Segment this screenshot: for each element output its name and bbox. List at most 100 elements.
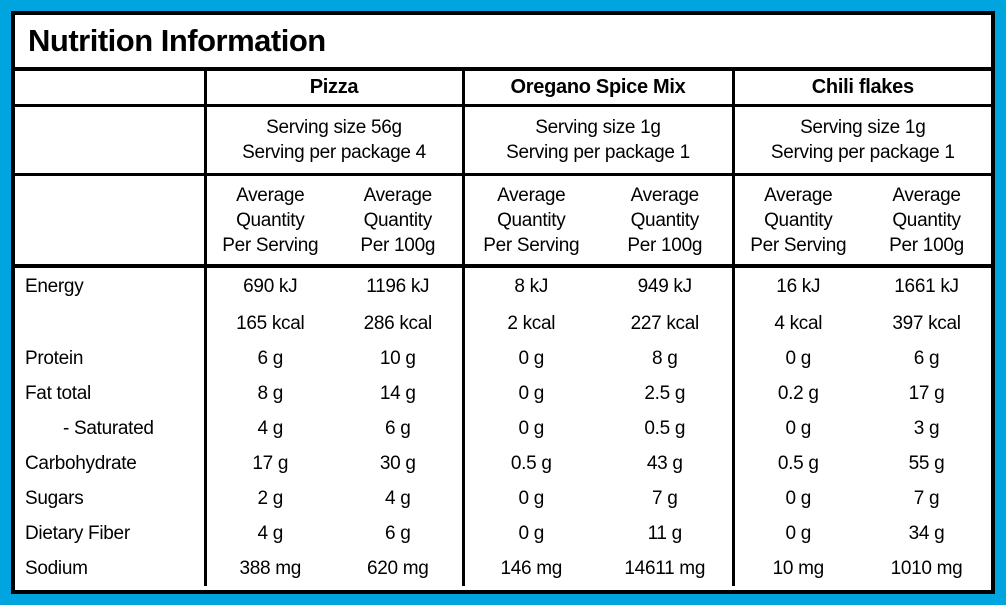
serving-info-oregano: Serving size 1g Serving per package 1 <box>463 105 735 176</box>
value-cell: 16 kJ <box>776 276 821 297</box>
value-cell: 10 g <box>334 341 465 376</box>
value-cell: 227 kcal <box>598 306 735 341</box>
subheader-line: Per 100g <box>360 234 436 256</box>
serving-per-package: Serving per package 1 <box>770 142 955 163</box>
value-cell: 4 kcal <box>774 312 823 334</box>
value-cell: 6 g <box>257 347 283 369</box>
serving-per-package: Serving per package 1 <box>506 142 690 163</box>
value-cell: 6 g <box>334 516 465 551</box>
value-cell: 0 g <box>785 417 812 439</box>
value-cell: 14611 mg <box>598 551 735 586</box>
value-cell: 17 g <box>252 452 289 474</box>
nutrition-table: Pizza Oregano Spice Mix Chili flakes Ser… <box>15 71 991 586</box>
subheader-pizza-per-100g: Average Quantity Per 100g <box>334 174 465 268</box>
value-cell: 0 g <box>785 522 812 544</box>
value-cell: 165 kcal <box>236 312 305 334</box>
value-cell: 4 g <box>257 522 283 544</box>
value-cell: 7 g <box>913 487 940 509</box>
serving-info-pizza: Serving size 56g Serving per package 4 <box>205 105 465 176</box>
table-row-carbohydrate: Carbohydrate 17 g 30 g 0.5 g 43 g 0.5 g … <box>15 446 991 481</box>
subheader-line: Quantity <box>892 209 961 231</box>
empty-cell <box>15 174 207 268</box>
value-cell: 6 g <box>913 347 940 369</box>
value-cell: 0 g <box>518 487 544 509</box>
value-cell: 1661 kJ <box>894 276 959 297</box>
subheader-line: Quantity <box>497 209 566 231</box>
value-cell: 4 g <box>257 417 283 439</box>
table-row-energy-kcal: 165 kcal 286 kcal 2 kcal 227 kcal 4 kcal… <box>15 306 991 341</box>
value-cell: 7 g <box>598 481 735 516</box>
nutrient-label: Fat total <box>15 376 207 411</box>
value-cell: 14 g <box>334 376 465 411</box>
serving-size: Serving size 1g <box>800 117 926 138</box>
quantity-subheader-row: Average Quantity Per Serving Average Qua… <box>15 174 991 268</box>
value-cell: 3 g <box>913 417 940 439</box>
subheader-line: Quantity <box>764 209 833 231</box>
subheader-chili-per-serving: Average Quantity Per Serving <box>733 174 863 268</box>
serving-size: Serving size 56g <box>266 117 402 138</box>
page-title: Nutrition Information <box>28 23 326 58</box>
subheader-line: Average <box>764 184 833 206</box>
value-cell: 2.5 g <box>598 376 735 411</box>
serving-per-package: Serving per package 4 <box>242 142 426 163</box>
value-cell: 55 g <box>908 452 945 474</box>
value-cell: 1010 mg <box>890 557 963 579</box>
subheader-line: Per 100g <box>627 234 703 256</box>
nutrient-label: Protein <box>15 341 207 376</box>
value-cell: 690 kJ <box>243 276 298 297</box>
product-header-pizza: Pizza <box>205 71 465 107</box>
nutrient-label: Energy <box>15 266 207 306</box>
product-header-oregano: Oregano Spice Mix <box>463 71 735 107</box>
title-bar: Nutrition Information <box>15 15 991 71</box>
value-cell: 1196 kJ <box>334 266 465 306</box>
value-cell: 0 g <box>785 347 812 369</box>
value-cell: 4 g <box>334 481 465 516</box>
value-cell: 397 kcal <box>892 312 961 334</box>
product-header-chili: Chili flakes <box>733 71 991 107</box>
subheader-chili-per-100g: Average Quantity Per 100g <box>862 174 991 268</box>
table-row-dietary-fiber: Dietary Fiber 4 g 6 g 0 g 11 g 0 g 34 g <box>15 516 991 551</box>
value-cell: 8 kJ <box>514 276 549 297</box>
value-cell: 8 g <box>598 341 735 376</box>
table-row-energy-kj: Energy 690 kJ 1196 kJ 8 kJ 949 kJ 16 kJ … <box>15 266 991 306</box>
subheader-oregano-per-100g: Average Quantity Per 100g <box>598 174 735 268</box>
value-cell: 0.5 g <box>777 452 819 474</box>
value-cell: 0 g <box>518 522 544 544</box>
value-cell: 10 mg <box>772 557 825 579</box>
nutrient-label: Dietary Fiber <box>15 516 207 551</box>
table-row-sugars: Sugars 2 g 4 g 0 g 7 g 0 g 7 g <box>15 481 991 516</box>
subheader-line: Quantity <box>630 209 700 231</box>
corner-cell <box>15 71 207 107</box>
product-header-row: Pizza Oregano Spice Mix Chili flakes <box>15 71 991 107</box>
subheader-line: Per Serving <box>750 234 847 256</box>
value-cell: 286 kcal <box>334 306 465 341</box>
value-cell: 0 g <box>518 347 544 369</box>
value-cell: 30 g <box>334 446 465 481</box>
nutrient-label: - Saturated <box>15 411 207 446</box>
value-cell: 0.5 g <box>510 452 552 474</box>
value-cell: 8 g <box>257 382 283 404</box>
empty-cell <box>15 105 207 176</box>
subheader-line: Average <box>236 184 305 206</box>
serving-info-row: Serving size 56g Serving per package 4 S… <box>15 105 991 176</box>
subheader-line: Average <box>497 184 566 206</box>
value-cell: 620 mg <box>334 551 465 586</box>
nutrient-label: Carbohydrate <box>15 446 207 481</box>
value-cell: 17 g <box>908 382 945 404</box>
value-cell: 6 g <box>334 411 465 446</box>
table-row-protein: Protein 6 g 10 g 0 g 8 g 0 g 6 g <box>15 341 991 376</box>
subheader-line: Per Serving <box>222 234 319 256</box>
value-cell: 34 g <box>908 522 945 544</box>
nutrient-label <box>15 306 207 341</box>
subheader-line: Average <box>630 184 700 206</box>
subheader-line: Per Serving <box>483 234 580 256</box>
serving-info-chili: Serving size 1g Serving per package 1 <box>733 105 991 176</box>
value-cell: 11 g <box>598 516 735 551</box>
value-cell: 2 kcal <box>507 312 556 334</box>
subheader-oregano-per-serving: Average Quantity Per Serving <box>463 174 598 268</box>
value-cell: 949 kJ <box>598 266 735 306</box>
value-cell: 43 g <box>598 446 735 481</box>
subheader-line: Average <box>363 184 433 206</box>
subheader-line: Per 100g <box>889 234 964 256</box>
value-cell: 0 g <box>518 417 544 439</box>
